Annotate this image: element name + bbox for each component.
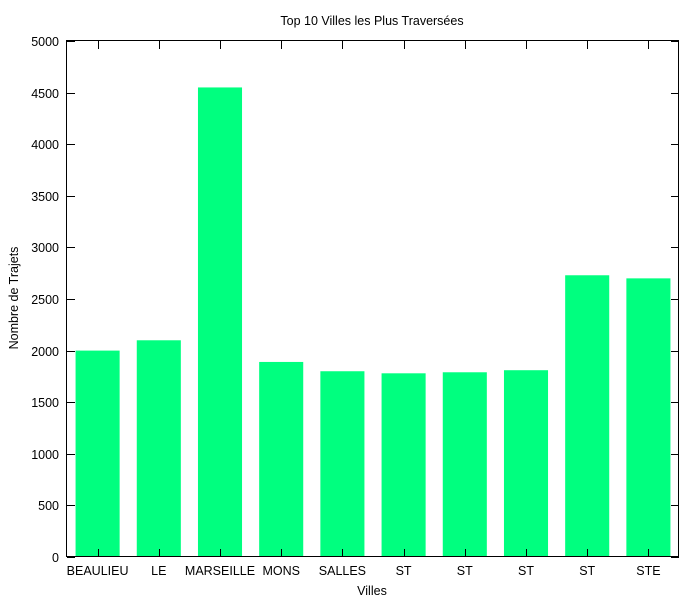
x-tick-label: ST [457, 564, 473, 578]
x-tick-label: ST [579, 564, 595, 578]
bar-5 [320, 371, 365, 557]
y-tick-label: 2000 [31, 345, 59, 359]
bar-7 [442, 372, 487, 557]
y-tick-label: 5000 [31, 35, 59, 49]
x-tick-label: MARSEILLE [185, 564, 255, 578]
y-tick-label: 1000 [31, 448, 59, 462]
x-tick-label: LE [151, 564, 166, 578]
bar-10 [626, 278, 671, 557]
y-tick-label: 3500 [31, 190, 59, 204]
bar-2 [136, 340, 181, 557]
y-axis: 0 500 1000 1500 2000 2500 3000 3500 4000 4500 5000 [31, 35, 679, 565]
bar-8 [503, 370, 549, 557]
x-axis: BEAULIEU LE MARSEILLE MONS SALLES ST ST ST ST STE [67, 41, 661, 578]
x-tick-label: ST [396, 564, 412, 578]
bar-6 [381, 373, 426, 557]
x-tick-label: ST [518, 564, 534, 578]
y-tick-label: 2500 [31, 293, 59, 307]
y-tick-label: 3000 [31, 241, 59, 255]
y-tick-label: 1500 [31, 396, 59, 410]
y-tick-label: 500 [38, 499, 59, 513]
y-tick-label: 4500 [31, 87, 59, 101]
y-tick-label: 4000 [31, 138, 59, 152]
chart-title: Top 10 Villes les Plus Traversées [280, 14, 463, 28]
x-tick-label: BEAULIEU [67, 564, 129, 578]
bar-3 [197, 87, 243, 557]
bar-4 [259, 361, 304, 557]
plot-frame [66, 40, 679, 557]
x-tick-label: SALLES [319, 564, 366, 578]
bar-9 [565, 275, 610, 557]
bar-1 [75, 350, 120, 557]
x-tick-label: STE [636, 564, 660, 578]
bars-group [75, 87, 671, 557]
x-tick-label: MONS [262, 564, 300, 578]
y-axis-label: Nombre de Trajets [7, 247, 21, 350]
x-axis-label: Villes [357, 584, 387, 598]
y-tick-label: 0 [52, 551, 59, 565]
